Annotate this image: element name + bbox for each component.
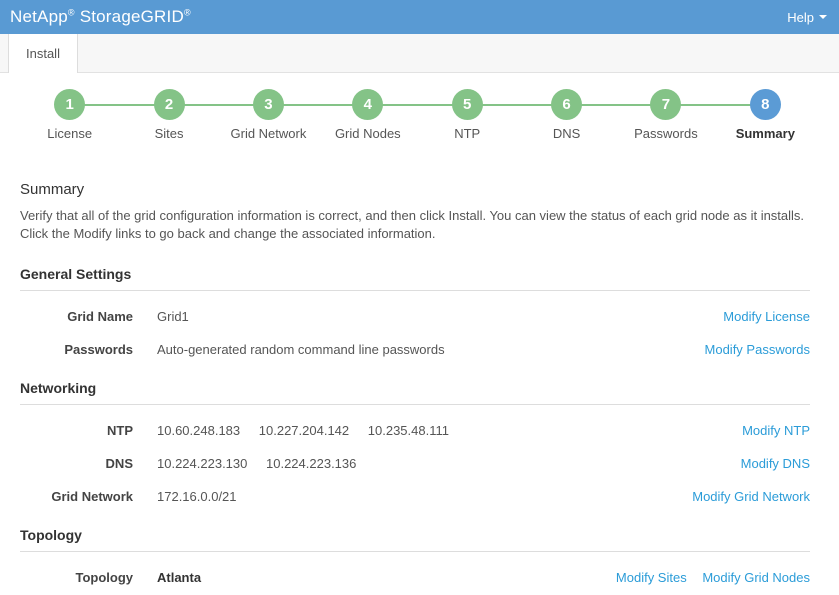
ntp-servers: 10.60.248.183 10.227.204.142 10.235.48.1…: [157, 423, 449, 438]
row-label: Grid Name: [67, 309, 133, 324]
step-circle: 5: [451, 89, 483, 120]
step-label: License: [47, 126, 93, 141]
wizard-step-license[interactable]: 1 License: [20, 89, 119, 141]
step-circle: 1: [54, 89, 86, 120]
wizard-step-grid-network[interactable]: 3 Grid Network: [219, 89, 318, 141]
chevron-down-icon: [819, 15, 827, 19]
row-grid-network: Grid Network 172.16.0.0/21 Modify Grid N…: [20, 489, 810, 504]
page-description: Verify that all of the grid configuratio…: [20, 208, 805, 241]
row-passwords: Passwords Auto-generated random command …: [20, 342, 810, 357]
step-label: Summary: [735, 126, 795, 141]
dns-server-ip: 10.224.223.130: [157, 456, 248, 471]
step-circle: 7: [650, 89, 682, 120]
wizard-step-passwords[interactable]: 7 Passwords: [616, 89, 715, 141]
row-label: Topology: [75, 570, 133, 585]
row-dns: DNS 10.224.223.130 10.224.223.136 Modify…: [20, 456, 810, 471]
ntp-server-ip: 10.60.248.183: [157, 423, 241, 438]
step-label: Passwords: [634, 126, 698, 141]
step-circle: 3: [252, 89, 284, 120]
app-header: NetApp® StorageGRID® Help: [0, 0, 839, 34]
modify-dns-link[interactable]: Modify DNS: [740, 456, 810, 471]
wizard-step-ntp[interactable]: 5 NTP: [418, 89, 517, 141]
brand-product: StorageGRID: [79, 7, 184, 26]
tab-strip: Install: [0, 34, 839, 73]
step-label: NTP: [454, 126, 481, 141]
step-label: Grid Nodes: [334, 126, 401, 141]
modify-grid-nodes-link[interactable]: Modify Grid Nodes: [702, 570, 810, 585]
grid-name-value: Grid1: [157, 309, 189, 324]
section-general-settings: General Settings Grid Name Grid1 Modify …: [20, 266, 810, 357]
help-label: Help: [787, 9, 814, 25]
site-name: Atlanta: [157, 570, 202, 585]
section-title: Networking: [20, 380, 810, 405]
grid-network-value: 172.16.0.0/21: [157, 489, 237, 504]
wizard-step-grid-nodes[interactable]: 4 Grid Nodes: [318, 89, 417, 141]
wizard-connector-line: [70, 104, 765, 106]
step-label: Sites: [154, 126, 184, 141]
section-title: General Settings: [20, 266, 810, 291]
modify-sites-link[interactable]: Modify Sites: [615, 570, 687, 585]
wizard-step-dns[interactable]: 6 DNS: [517, 89, 616, 141]
modify-license-link[interactable]: Modify License: [723, 309, 810, 324]
row-label: Grid Network: [51, 489, 133, 504]
modify-ntp-link[interactable]: Modify NTP: [742, 423, 810, 438]
section-title: Topology: [20, 527, 810, 552]
section-topology: Topology Topology Atlanta Raleigh dc1-ad…: [20, 527, 810, 595]
site-atlanta: Atlanta: [157, 570, 555, 585]
install-wizard-steps: 1 License 2 Sites 3 Grid Network 4 Grid …: [20, 89, 815, 157]
step-circle: 6: [551, 89, 583, 120]
row-grid-name: Grid Name Grid1 Modify License: [20, 309, 810, 324]
ntp-server-ip: 10.227.204.142: [258, 423, 350, 438]
row-label: DNS: [105, 456, 133, 471]
step-label: DNS: [552, 126, 581, 141]
brand-name: NetApp: [10, 7, 68, 26]
step-circle: 8: [749, 89, 781, 120]
tab-install[interactable]: Install: [8, 34, 78, 73]
help-dropdown[interactable]: Help: [787, 10, 827, 25]
modify-grid-network-link[interactable]: Modify Grid Network: [692, 489, 810, 504]
row-ntp: NTP 10.60.248.183 10.227.204.142 10.235.…: [20, 423, 810, 438]
row-topology: Topology Atlanta Raleigh dc1-adm1 dc1-g1…: [20, 570, 810, 595]
modify-passwords-link[interactable]: Modify Passwords: [704, 342, 810, 357]
step-circle: 4: [352, 89, 384, 120]
step-label: Grid Network: [230, 126, 307, 141]
brand-title: NetApp® StorageGRID®: [10, 7, 191, 27]
row-label: NTP: [107, 423, 133, 438]
main-content: Summary Verify that all of the grid conf…: [0, 181, 839, 595]
registered-mark: ®: [67, 7, 75, 18]
section-networking: Networking NTP 10.60.248.183 10.227.204.…: [20, 380, 810, 504]
dns-server-ip: 10.224.223.136: [266, 456, 357, 471]
passwords-value: Auto-generated random command line passw…: [157, 342, 445, 357]
dns-servers: 10.224.223.130 10.224.223.136: [157, 456, 356, 471]
topology-sites: Atlanta Raleigh dc1-adm1 dc1-g1 dc1-s1 d…: [157, 570, 555, 595]
ntp-server-ip: 10.235.48.111: [367, 423, 449, 438]
row-label: Passwords: [64, 342, 133, 357]
step-circle: 2: [153, 89, 185, 120]
page-title: Summary: [20, 181, 85, 198]
registered-mark: ®: [183, 7, 191, 18]
wizard-step-summary[interactable]: 8 Summary: [716, 89, 815, 141]
wizard-step-sites[interactable]: 2 Sites: [119, 89, 218, 141]
